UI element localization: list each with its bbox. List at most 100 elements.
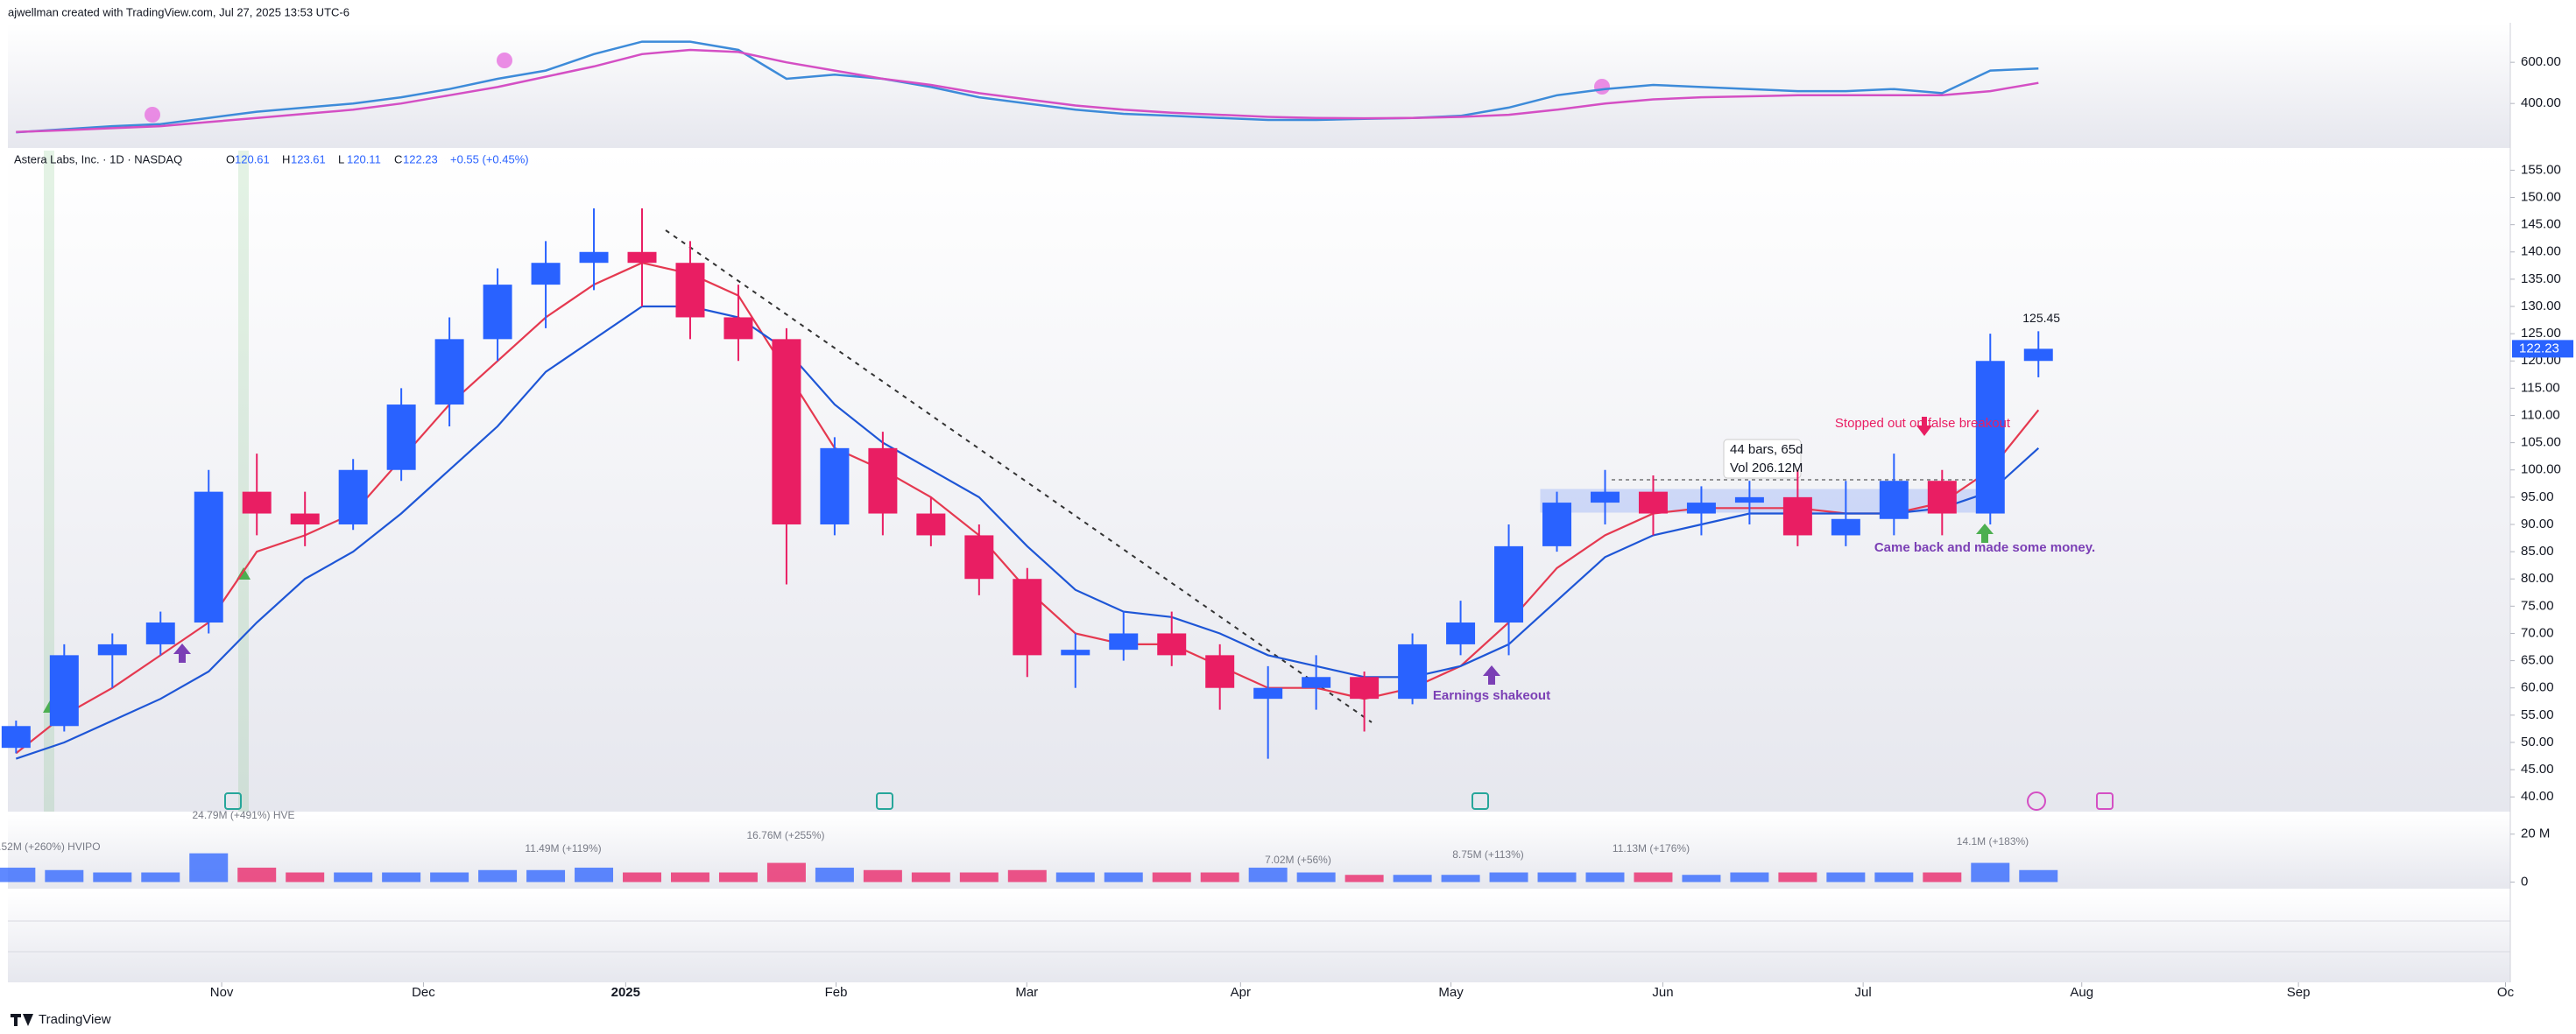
candle-body	[1494, 545, 1524, 623]
price-tick-label: 125.00	[2521, 326, 2561, 341]
price-tick-label: 70.00	[2521, 625, 2554, 640]
price-tick-label: 135.00	[2521, 271, 2561, 286]
price-tick-label: 150.00	[2521, 189, 2561, 204]
x-tick-label: Nov	[210, 985, 234, 1000]
price-tick-label: 55.00	[2521, 707, 2554, 722]
volume-bar	[1585, 872, 1625, 883]
volume-bar	[815, 868, 854, 883]
candle-body	[1782, 496, 1812, 536]
price-tick-label: 155.00	[2521, 162, 2561, 177]
price-tick-label: 75.00	[2521, 598, 2554, 613]
candle-body	[627, 251, 657, 264]
candle-body	[964, 535, 994, 580]
x-tick-label: Jul	[1855, 985, 1872, 1000]
x-tick-label: Jun	[1652, 985, 1673, 1000]
volume-bar	[1055, 872, 1095, 883]
candle-body	[194, 491, 223, 623]
volume-note: 11.49M (+119%)	[525, 842, 601, 855]
candle-body	[242, 491, 272, 514]
candle-body	[386, 404, 416, 470]
dividend-icon	[2027, 791, 2046, 811]
candle-body	[2023, 348, 2053, 362]
indicator-tick-label: 600.00	[2521, 54, 2561, 69]
price-tick-label: 90.00	[2521, 517, 2554, 531]
volume-tick-label: 0	[2521, 874, 2528, 889]
candle-body	[434, 339, 464, 405]
credit: ajwellman created with TradingView.com, …	[8, 5, 349, 18]
volume-bar	[478, 869, 518, 883]
volume-bar	[430, 872, 469, 883]
earnings-icons	[224, 791, 2114, 811]
volume-note: 3.52M (+260%) HVIPO	[0, 841, 101, 853]
volume-bar	[1874, 872, 1914, 883]
volume-bar	[1634, 872, 1673, 883]
candle-body	[1302, 677, 1331, 688]
price-tick-label: 130.00	[2521, 299, 2561, 313]
volume-bar	[286, 872, 325, 883]
candle-body	[675, 263, 705, 318]
symbol: Astera Labs, Inc. · 1D · NASDAQ	[14, 152, 182, 165]
candle-body	[1975, 361, 2005, 514]
volume-bar	[766, 862, 806, 883]
indicator-tick-label: 400.00	[2521, 95, 2561, 110]
earnings-icon	[876, 792, 893, 810]
brand-logo	[11, 1014, 33, 1026]
x-tick-label: 2025	[611, 985, 640, 1000]
brand: TradingView	[39, 1012, 111, 1027]
x-tick-label: Dec	[412, 985, 435, 1000]
price-tick-label: 95.00	[2521, 489, 2554, 504]
candle-body	[1109, 633, 1139, 651]
ohlc-key: O	[226, 152, 235, 165]
candle-body	[1686, 503, 1716, 514]
arrow-up-icon	[1483, 665, 1500, 685]
volume-bar	[1778, 872, 1817, 883]
candle-body	[1734, 496, 1764, 503]
volume-bar	[1200, 872, 1239, 883]
volume-bar	[1344, 875, 1384, 883]
volume-bar	[334, 872, 373, 883]
volume-bar	[526, 869, 566, 883]
candle-body	[483, 285, 512, 340]
volume-bar	[1971, 862, 2010, 883]
earnings-icon	[224, 792, 242, 810]
candle-body	[1542, 503, 1572, 546]
volume-bar	[1537, 872, 1577, 883]
volume-bar	[959, 872, 999, 883]
empty-pane	[8, 891, 2510, 982]
candle-body	[145, 623, 175, 644]
volume-bar	[1489, 872, 1528, 883]
volume-bar	[1393, 875, 1432, 883]
ohlc-value: 122.23	[403, 152, 438, 165]
price-tick-label: 145.00	[2521, 217, 2561, 232]
indicator-line	[16, 48, 2039, 133]
candle-body	[1, 726, 31, 749]
price-tick-label: 110.00	[2521, 407, 2560, 422]
price-tick-label: 60.00	[2521, 680, 2554, 695]
annotation: Earnings shakeout	[1433, 688, 1550, 703]
candle-body	[49, 655, 79, 727]
volume-bar	[1152, 872, 1191, 883]
ohlc-legend: O 120.61 H 123.61 L 120.11 C 122.23 +0.55 (+0.45…	[226, 152, 529, 165]
x-tick-label: Sep	[2287, 985, 2311, 1000]
price-tick-label: 65.00	[2521, 653, 2554, 668]
indicator-pane	[8, 23, 2510, 148]
ohlc-key: L	[338, 152, 344, 165]
candle-body	[1398, 644, 1428, 700]
candle-body	[338, 469, 368, 524]
volume-bar	[1104, 872, 1143, 883]
change: +0.55 (+0.45%)	[450, 152, 529, 165]
candle-body	[1013, 579, 1042, 656]
x-tick-label: May	[1438, 985, 1464, 1000]
volume-bar	[718, 872, 758, 883]
price-tick-label: 45.00	[2521, 762, 2554, 777]
price-tick-label: 40.00	[2521, 789, 2554, 804]
candle-body	[1831, 518, 1860, 536]
candle-body	[916, 513, 946, 536]
volume-bar	[575, 868, 614, 883]
x-tick-label: Mar	[1015, 985, 1038, 1000]
volume-bar	[1826, 872, 1866, 883]
volume-bar	[863, 869, 902, 883]
volume-tick-label: 20 M	[2521, 826, 2550, 841]
candle-body	[1446, 623, 1476, 644]
